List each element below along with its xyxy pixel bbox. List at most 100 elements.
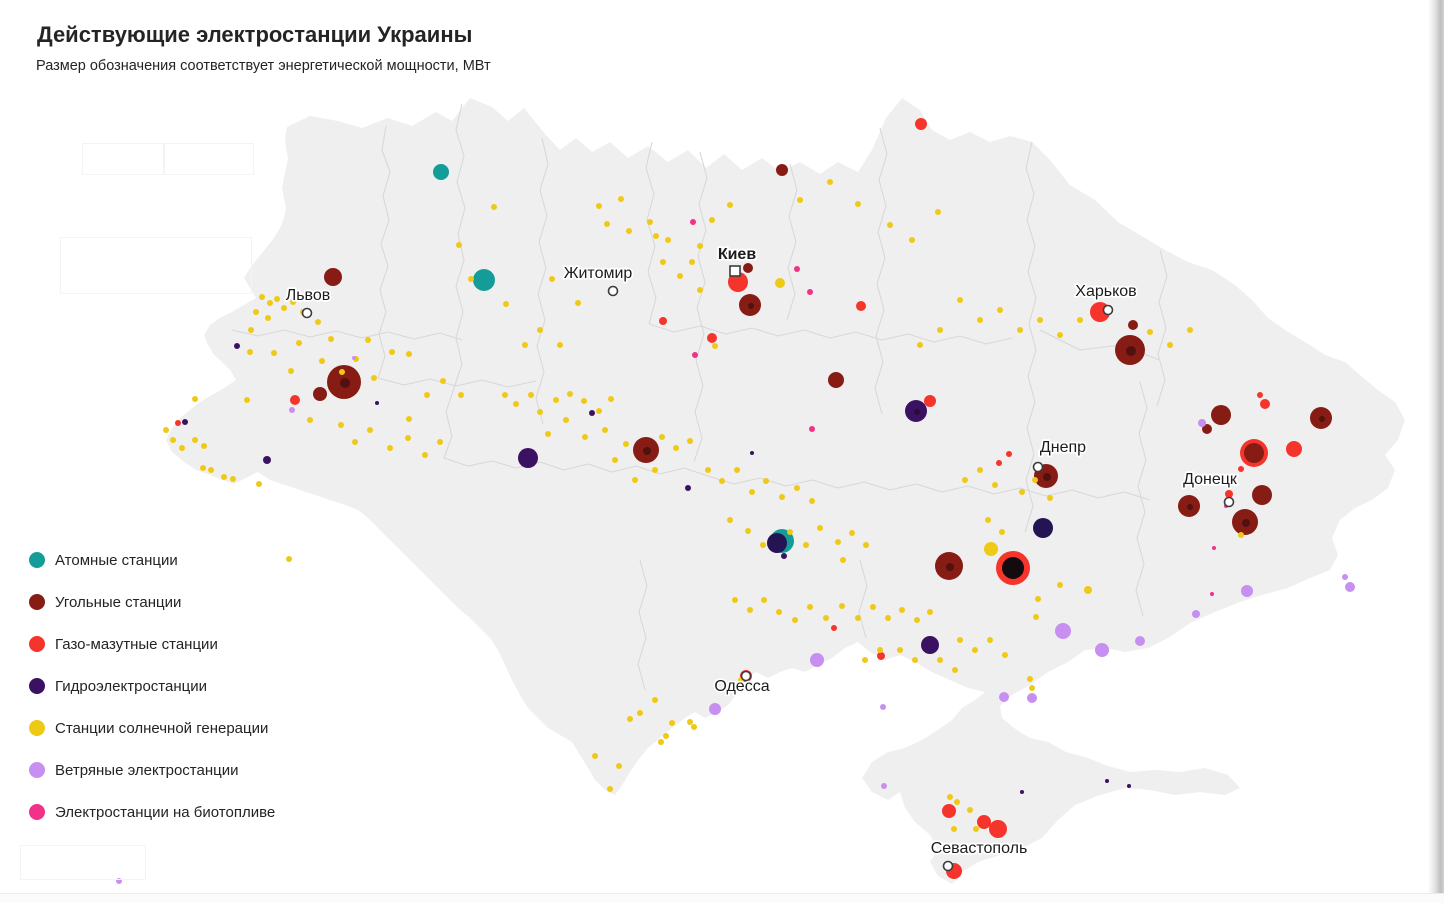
solar-station-dot[interactable]: [747, 607, 753, 613]
wind-station-dot[interactable]: [999, 692, 1009, 702]
solar-station-dot[interactable]: [596, 408, 602, 414]
solar-station-dot[interactable]: [281, 305, 287, 311]
solar-station-dot[interactable]: [776, 609, 782, 615]
wind-station-dot[interactable]: [289, 407, 295, 413]
solar-station-dot[interactable]: [779, 494, 785, 500]
hydro-station-dot[interactable]: [723, 250, 729, 256]
solar-station-dot[interactable]: [967, 807, 973, 813]
solar-station-dot[interactable]: [951, 826, 957, 832]
solar-station-dot[interactable]: [952, 667, 958, 673]
solar-station-dot[interactable]: [179, 445, 185, 451]
gas-station-dot[interactable]: [1006, 451, 1012, 457]
coal-station-dot[interactable]: [633, 437, 659, 463]
gas-station-dot[interactable]: [942, 804, 956, 818]
coal-station-dot[interactable]: [1115, 335, 1145, 365]
coal-station-dot[interactable]: [776, 164, 788, 176]
solar-station-dot[interactable]: [677, 273, 683, 279]
solar-station-dot[interactable]: [248, 327, 254, 333]
solar-station-dot[interactable]: [862, 657, 868, 663]
solar-station-dot[interactable]: [1057, 582, 1063, 588]
solar-station-dot[interactable]: [627, 716, 633, 722]
solar-station-dot[interactable]: [170, 437, 176, 443]
wind-station-dot[interactable]: [1241, 585, 1253, 597]
solar-station-dot[interactable]: [987, 637, 993, 643]
gas-station-dot[interactable]: [1260, 399, 1270, 409]
solar-station-dot[interactable]: [709, 217, 715, 223]
bio-station-dot[interactable]: [690, 219, 696, 225]
solar-station-dot[interactable]: [1033, 614, 1039, 620]
solar-station-dot[interactable]: [817, 525, 823, 531]
solar-station-dot[interactable]: [732, 597, 738, 603]
solar-station-dot[interactable]: [984, 542, 998, 556]
solar-station-dot[interactable]: [809, 498, 815, 504]
solar-station-dot[interactable]: [1057, 332, 1063, 338]
solar-station-dot[interactable]: [912, 657, 918, 663]
solar-station-dot[interactable]: [712, 343, 718, 349]
solar-station-dot[interactable]: [247, 349, 253, 355]
solar-station-dot[interactable]: [468, 276, 474, 282]
coal-station-dot[interactable]: [1244, 443, 1264, 463]
solar-station-dot[interactable]: [406, 416, 412, 422]
solar-station-dot[interactable]: [935, 209, 941, 215]
wind-station-dot[interactable]: [1345, 582, 1355, 592]
solar-station-dot[interactable]: [855, 201, 861, 207]
legend-item-solar[interactable]: Станции солнечной генерации: [29, 720, 275, 737]
solar-station-dot[interactable]: [192, 396, 198, 402]
solar-station-dot[interactable]: [458, 392, 464, 398]
solar-station-dot[interactable]: [256, 481, 262, 487]
solar-station-dot[interactable]: [608, 396, 614, 402]
solar-station-dot[interactable]: [582, 434, 588, 440]
hydro-station-dot[interactable]: [781, 553, 787, 559]
solar-station-dot[interactable]: [997, 307, 1003, 313]
solar-station-dot[interactable]: [288, 368, 294, 374]
dark-station-dot[interactable]: [1002, 557, 1024, 579]
solar-station-dot[interactable]: [870, 604, 876, 610]
legend-item-wind[interactable]: Ветряные электростанции: [29, 762, 275, 779]
solar-station-dot[interactable]: [660, 259, 666, 265]
solar-station-dot[interactable]: [917, 342, 923, 348]
hydro-station-dot[interactable]: [1020, 790, 1024, 794]
solar-station-dot[interactable]: [840, 557, 846, 563]
solar-station-dot[interactable]: [265, 315, 271, 321]
solar-station-dot[interactable]: [897, 647, 903, 653]
solar-station-dot[interactable]: [792, 617, 798, 623]
solar-station-dot[interactable]: [604, 221, 610, 227]
solar-station-dot[interactable]: [1035, 596, 1041, 602]
coal-station-dot[interactable]: [327, 365, 361, 399]
solar-station-dot[interactable]: [719, 478, 725, 484]
gas-station-dot[interactable]: [856, 301, 866, 311]
solar-station-dot[interactable]: [839, 603, 845, 609]
bio-station-dot[interactable]: [692, 352, 698, 358]
solar-station-dot[interactable]: [338, 422, 344, 428]
solar-station-dot[interactable]: [307, 417, 313, 423]
solar-station-dot[interactable]: [522, 342, 528, 348]
hydro-station-dot[interactable]: [589, 410, 595, 416]
solar-station-dot[interactable]: [669, 720, 675, 726]
solar-station-dot[interactable]: [637, 710, 643, 716]
solar-station-dot[interactable]: [528, 392, 534, 398]
solar-station-dot[interactable]: [567, 391, 573, 397]
solar-station-dot[interactable]: [807, 604, 813, 610]
gas-station-dot[interactable]: [924, 395, 936, 407]
solar-station-dot[interactable]: [887, 222, 893, 228]
solar-station-dot[interactable]: [406, 351, 412, 357]
solar-station-dot[interactable]: [775, 278, 785, 288]
solar-station-dot[interactable]: [367, 427, 373, 433]
gas-station-dot[interactable]: [707, 333, 717, 343]
hydro-station-dot[interactable]: [375, 401, 379, 405]
solar-station-dot[interactable]: [947, 794, 953, 800]
coal-station-dot[interactable]: [739, 294, 761, 316]
solar-station-dot[interactable]: [545, 431, 551, 437]
solar-station-dot[interactable]: [271, 350, 277, 356]
hydro-station-dot[interactable]: [921, 636, 939, 654]
legend-item-bio[interactable]: Электростанции на биотопливе: [29, 804, 275, 821]
gas-station-dot[interactable]: [989, 820, 1007, 838]
solar-station-dot[interactable]: [618, 196, 624, 202]
hydro-station-dot[interactable]: [234, 343, 240, 349]
coal-station-dot[interactable]: [1252, 485, 1272, 505]
solar-station-dot[interactable]: [513, 401, 519, 407]
solar-station-dot[interactable]: [972, 647, 978, 653]
bio-station-dot[interactable]: [807, 289, 813, 295]
solar-station-dot[interactable]: [389, 349, 395, 355]
wind-station-dot[interactable]: [709, 703, 721, 715]
